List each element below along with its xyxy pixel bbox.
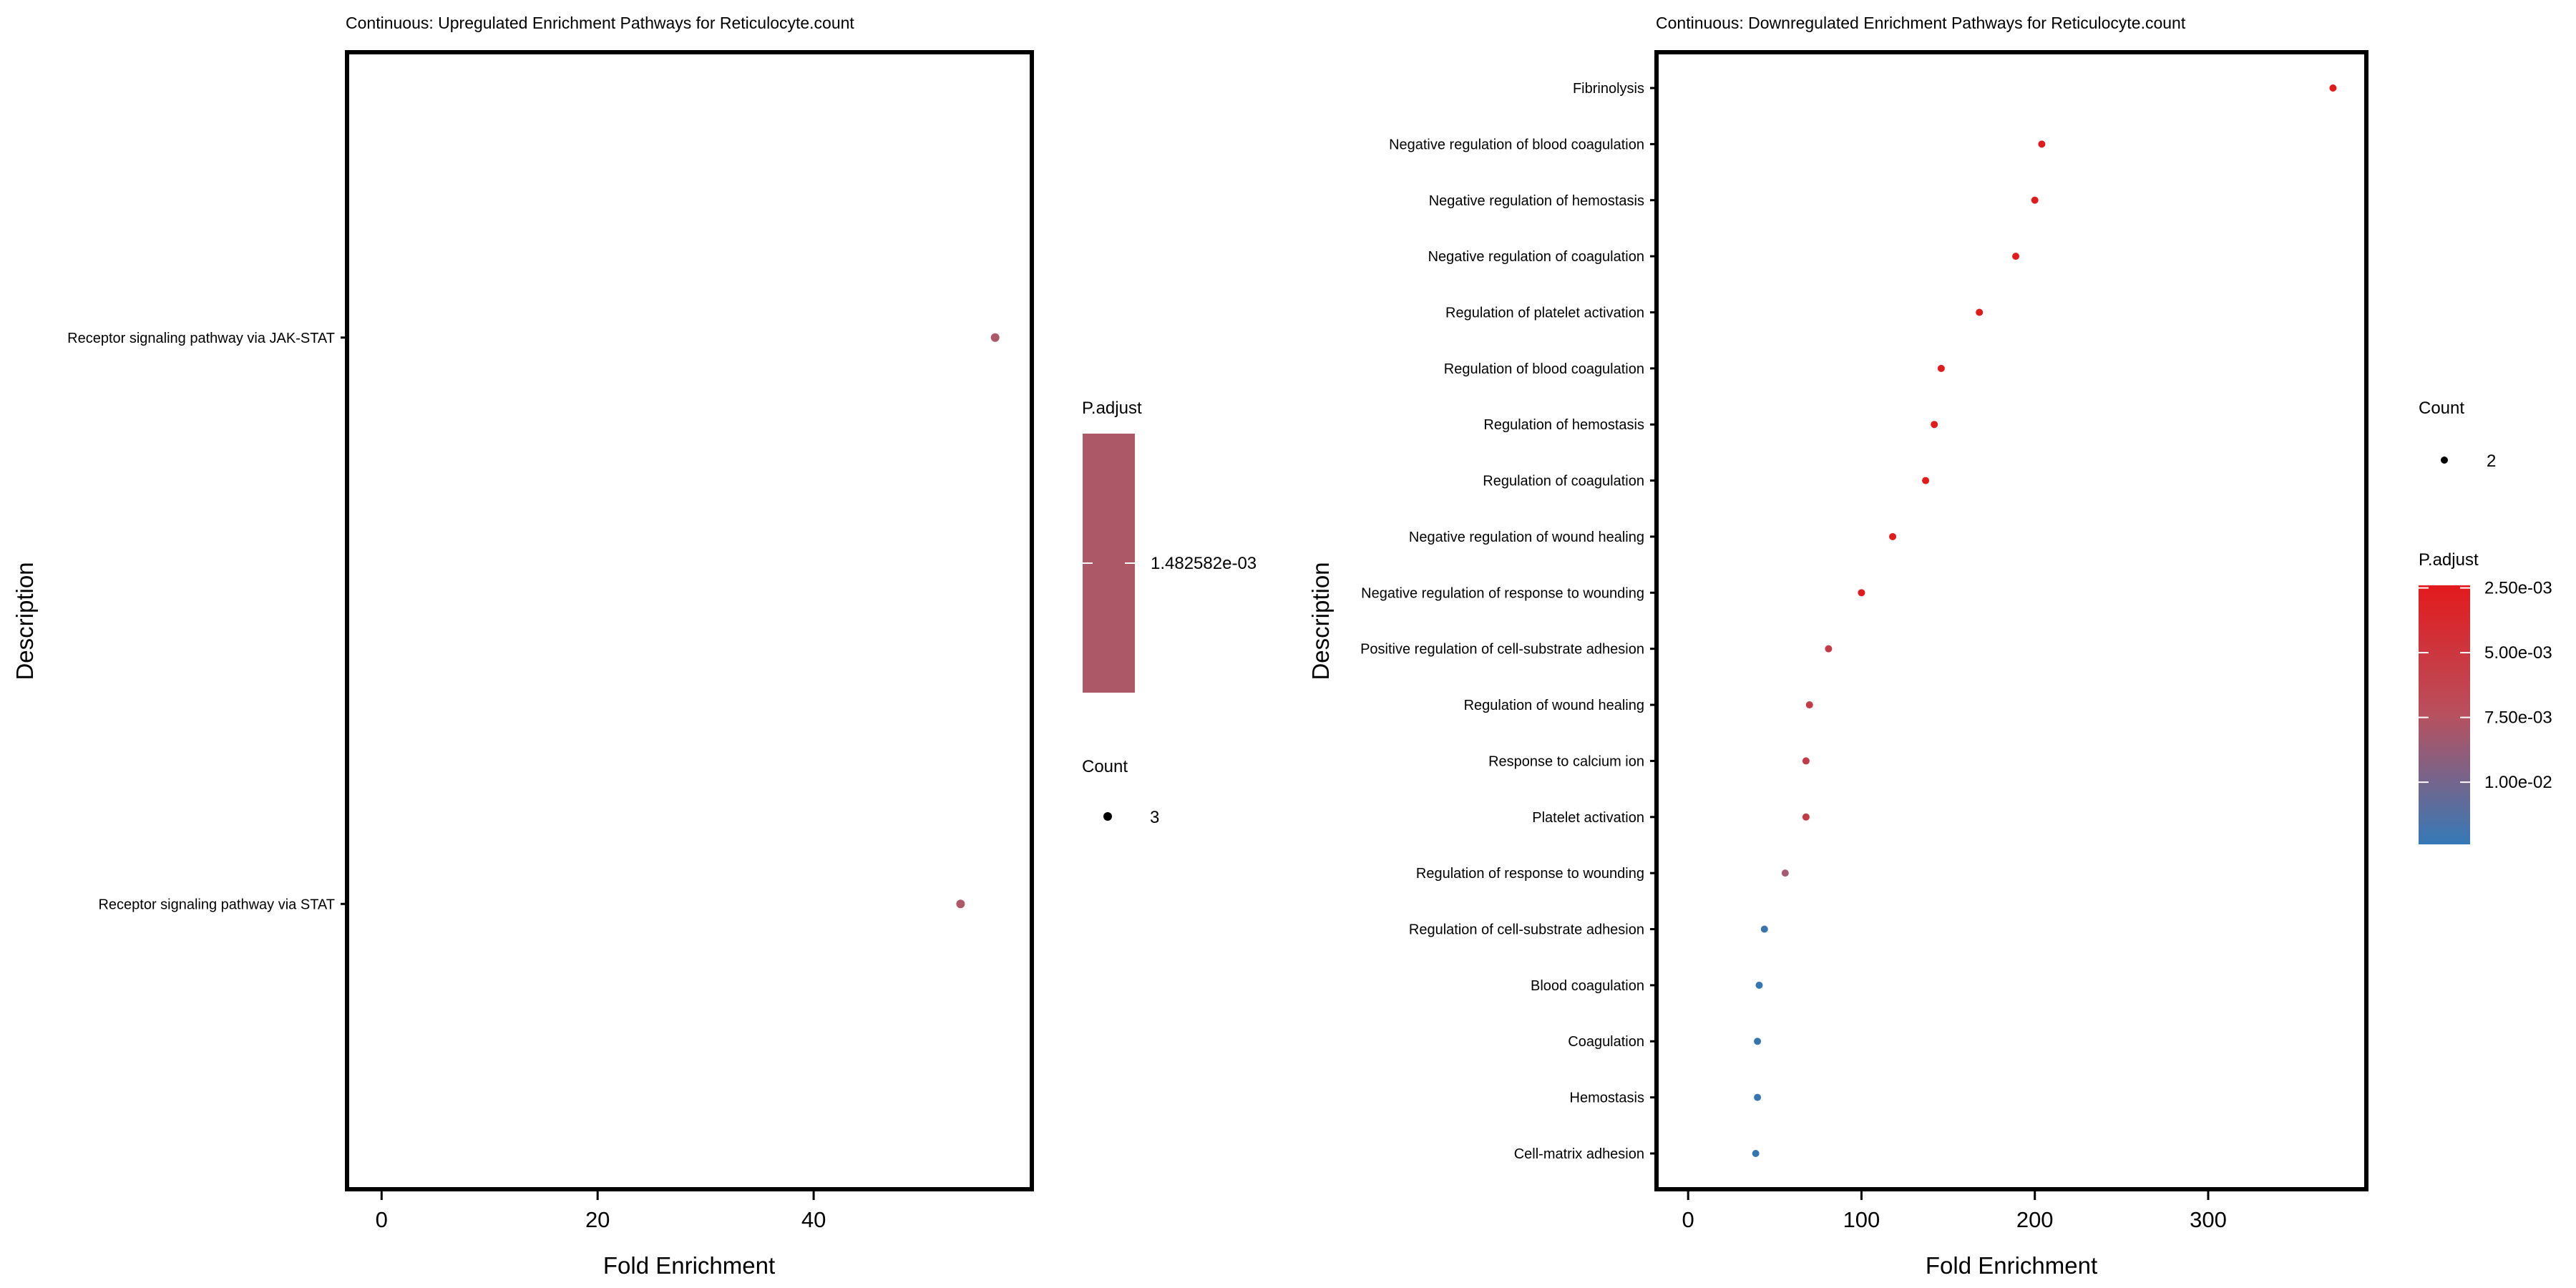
y-axis-title: Description	[11, 562, 38, 680]
legend-padjust-title: P.adjust	[1082, 399, 1142, 418]
legend-padjust-label: 1.00e-02	[2484, 773, 2552, 792]
y-tick-label: Regulation of blood coagulation	[1444, 361, 1644, 377]
y-tick-label: Negative regulation of response to wound…	[1361, 585, 1644, 601]
y-tick-label: Regulation of coagulation	[1483, 474, 1644, 489]
y-tick-label: Cell-matrix adhesion	[1514, 1146, 1644, 1162]
data-point	[1754, 1093, 1762, 1101]
x-tick-label: 100	[1843, 1207, 1880, 1232]
chart-title: Continuous: Upregulated Enrichment Pathw…	[346, 14, 854, 32]
x-tick-label: 40	[801, 1207, 826, 1232]
legend-padjust-title: P.adjust	[2419, 550, 2479, 570]
data-point	[1802, 757, 1810, 765]
y-axis: Fibrinolysis Negative regulation of blood…	[1360, 81, 1659, 1162]
data-point	[1781, 869, 1789, 877]
y-axis: Receptor signaling pathway via JAK-STAT R…	[67, 331, 349, 912]
legend-count-label: 2	[2487, 452, 2496, 471]
legend-count-dot	[1103, 812, 1112, 821]
data-point	[1825, 645, 1833, 653]
y-axis-title: Description	[1307, 562, 1334, 680]
upregulated-chart: Continuous: Upregulated Enrichment Pathw…	[11, 14, 1257, 1279]
data-point	[1937, 364, 1945, 372]
x-axis-title: Fold Enrichment	[603, 1252, 775, 1279]
data-point	[1760, 925, 1768, 933]
legend-padjust-label: 5.00e-03	[2484, 643, 2552, 663]
legend-padjust-ticks: 2.50e-03 5.00e-03 7.50e-03 1.00e-02	[2419, 579, 2552, 792]
y-tick-label: Regulation of wound healing	[1464, 698, 1644, 713]
legend-padjust-colorbar	[2419, 585, 2470, 844]
legend-padjust-label: 1.482582e-03	[1151, 554, 1257, 573]
y-tick-label: Regulation of response to wounding	[1416, 866, 1644, 882]
chart-title: Continuous: Downregulated Enrichment Pat…	[1656, 14, 2186, 32]
plot-panel	[1654, 50, 2368, 1191]
data-point	[1755, 981, 1763, 989]
y-tick-label: Regulation of hemostasis	[1483, 417, 1644, 433]
data-point	[1922, 477, 1930, 484]
y-tick-label: Negative regulation of hemostasis	[1429, 193, 1644, 209]
y-tick-label: Platelet activation	[1532, 810, 1644, 826]
y-tick-label: Receptor signaling pathway via STAT	[98, 897, 335, 912]
x-tick-label: 0	[376, 1207, 388, 1232]
y-tick-label: Regulation of cell-substrate adhesion	[1409, 922, 1644, 938]
y-tick-label: Blood coagulation	[1531, 978, 1644, 994]
data-point	[1976, 308, 1984, 316]
x-axis: 0 100 200 300	[1682, 1191, 2227, 1232]
legend-count-dot	[2441, 457, 2448, 464]
legend: Count 2 P.adjust 2.50e-03 5.00e-03 7.50e-0…	[2419, 399, 2552, 844]
y-tick-label: Negative regulation of wound healing	[1409, 530, 1644, 545]
x-tick-label: 0	[1682, 1207, 1694, 1232]
y-tick-label: Receptor signaling pathway via JAK-STAT	[67, 331, 335, 346]
y-tick-label: Negative regulation of coagulation	[1428, 249, 1644, 265]
data-point	[2038, 140, 2046, 148]
data-points	[956, 333, 1000, 909]
legend: P.adjust 1.482582e-03 Count 3	[1082, 399, 1257, 827]
data-point	[1754, 1038, 1762, 1045]
data-point	[2329, 84, 2337, 92]
legend-padjust-label: 7.50e-03	[2484, 708, 2552, 728]
data-point	[1858, 589, 1865, 597]
data-point	[1931, 421, 1938, 429]
y-tick-label: Fibrinolysis	[1573, 81, 1644, 97]
y-tick-label: Coagulation	[1568, 1034, 1644, 1050]
legend-count-title: Count	[1082, 757, 1128, 776]
data-point	[1802, 813, 1810, 821]
data-point	[990, 333, 1000, 342]
data-point	[1752, 1149, 1760, 1157]
x-axis: 0 20 40	[376, 1191, 826, 1232]
plot-panel	[345, 50, 1034, 1191]
data-point	[1889, 532, 1897, 540]
y-tick-label: Regulation of platelet activation	[1445, 305, 1644, 321]
legend-count-title: Count	[2419, 399, 2464, 418]
data-point	[1805, 701, 1813, 709]
data-point	[2031, 196, 2039, 204]
x-tick-label: 200	[2016, 1207, 2054, 1232]
y-tick-label: Positive regulation of cell-substrate ad…	[1360, 642, 1644, 658]
y-tick-label: Response to calcium ion	[1488, 753, 1644, 769]
x-tick-label: 300	[2190, 1207, 2227, 1232]
legend-padjust-label: 2.50e-03	[2484, 579, 2552, 598]
data-point	[2012, 253, 2020, 260]
x-axis-title: Fold Enrichment	[1926, 1252, 2097, 1279]
downregulated-chart: Continuous: Downregulated Enrichment Pat…	[1307, 14, 2552, 1279]
y-tick-label: Negative regulation of blood coagulation	[1389, 137, 1644, 152]
data-point	[956, 899, 965, 909]
legend-count-label: 3	[1150, 808, 1159, 827]
y-tick-label: Hemostasis	[1570, 1091, 1644, 1106]
data-points	[1752, 84, 2337, 1157]
x-tick-label: 20	[585, 1207, 610, 1232]
